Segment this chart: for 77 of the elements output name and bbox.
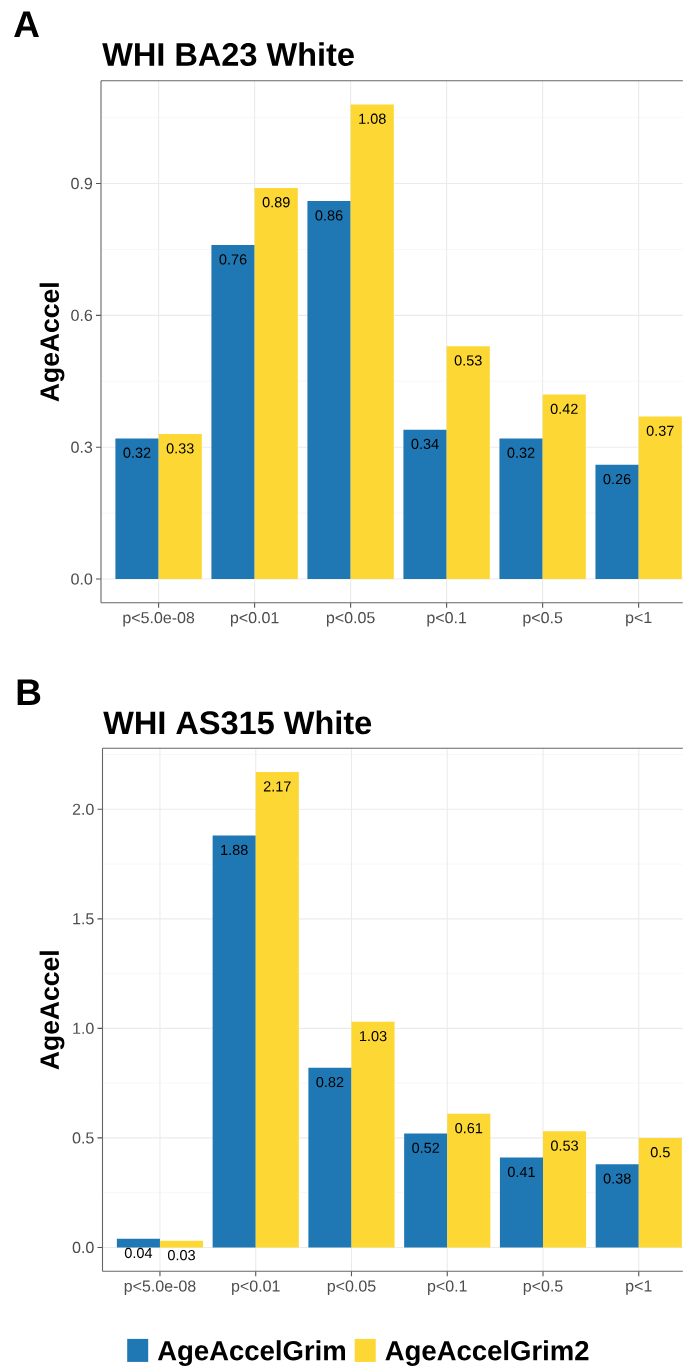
bar	[350, 104, 394, 580]
data-label: 0.03	[167, 1250, 195, 1261]
bar	[158, 434, 202, 580]
y-axis-title: AgeAccel	[39, 283, 65, 402]
bar	[211, 245, 255, 580]
y-tick-label: 0.6	[71, 309, 93, 322]
bar	[255, 772, 299, 1248]
bar	[595, 1164, 639, 1248]
text: A	[14, 11, 39, 37]
y-tick-label: 0.3	[71, 441, 93, 453]
bar	[499, 438, 543, 580]
bar	[403, 429, 447, 580]
bar	[595, 464, 639, 580]
data-label: 0.42	[550, 403, 578, 414]
bar	[638, 416, 682, 580]
chart-title: WHI BA23 White	[102, 42, 354, 67]
x-tick-label: p<0.1	[428, 1280, 467, 1295]
y-axis-title: AgeAccel	[39, 951, 65, 1070]
bar	[308, 1067, 352, 1248]
bar	[116, 1238, 160, 1248]
data-label: 0.41	[507, 1166, 535, 1178]
data-label: 0.86	[315, 210, 343, 221]
bar	[115, 438, 159, 580]
data-label: 0.26	[603, 473, 631, 485]
y-tick-label: 1.0	[73, 1022, 94, 1035]
bar	[404, 1133, 448, 1248]
data-label: 0.76	[219, 254, 247, 265]
text: B	[17, 679, 41, 705]
bar	[446, 346, 490, 580]
bar	[542, 394, 586, 580]
bar	[447, 1113, 491, 1248]
y-tick-label: 0.0	[71, 573, 93, 585]
data-label: 0.5	[650, 1147, 670, 1158]
x-tick-label: p<0.01	[232, 1280, 280, 1295]
data-label: 0.38	[603, 1173, 631, 1184]
bar	[307, 201, 351, 580]
data-label: 0.89	[262, 197, 290, 208]
data-label: 0.52	[412, 1142, 440, 1153]
data-label: 0.82	[316, 1077, 344, 1088]
data-label: 0.61	[455, 1123, 483, 1134]
data-label: 0.53	[454, 355, 482, 366]
y-tick-label: 1.5	[73, 913, 94, 925]
bar	[638, 1137, 682, 1248]
legend-label: AgeAccelGrim	[157, 1340, 346, 1366]
x-tick-label: p<1	[626, 611, 652, 627]
data-label: 0.33	[166, 443, 194, 454]
data-label: 0.32	[123, 447, 151, 458]
y-tick-label: 0.9	[71, 177, 93, 190]
x-tick-label: p<0.5	[523, 1280, 563, 1295]
data-label: 0.34	[411, 438, 439, 450]
y-tick-label: 0.0	[72, 1241, 94, 1254]
y-tick-label: 0.5	[72, 1132, 94, 1144]
bar	[254, 187, 298, 580]
x-tick-label: p<0.5	[523, 611, 563, 627]
chart-title: WHI AS315 White	[103, 710, 372, 735]
bar	[499, 1157, 543, 1248]
data-label: 1.03	[360, 1030, 387, 1042]
bar	[212, 835, 256, 1248]
data-label: 2.17	[263, 781, 291, 792]
x-tick-label: p<5.0e-08	[123, 611, 195, 627]
data-label: 0.37	[646, 425, 674, 436]
y-tick-label: 2.0	[72, 803, 94, 815]
data-label: 0.32	[507, 447, 535, 458]
x-tick-label: p<0.1	[427, 611, 467, 627]
x-tick-label: p<0.05	[327, 1280, 376, 1295]
x-tick-label: p<1	[626, 1280, 652, 1295]
data-label: 0.04	[124, 1247, 153, 1259]
data-label: 0.53	[551, 1140, 579, 1151]
legend-label: AgeAccelGrim2	[385, 1340, 589, 1366]
x-tick-label: p<0.01	[230, 611, 279, 627]
data-label: 1.88	[221, 844, 248, 856]
x-tick-label: p<5.0e-08	[124, 1280, 196, 1295]
bar	[351, 1021, 395, 1248]
x-tick-label: p<0.05	[326, 611, 375, 627]
data-label: 1.08	[359, 113, 386, 124]
bar	[159, 1240, 204, 1248]
bar	[543, 1131, 587, 1248]
